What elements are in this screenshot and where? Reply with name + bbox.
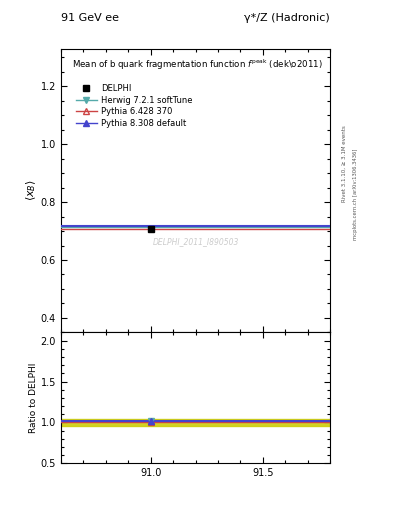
Y-axis label: $\langle x_B \rangle$: $\langle x_B \rangle$ (24, 180, 38, 202)
Bar (61, 419, 330, 425)
Text: Mean of b quark fragmentation function $\mathit{f}^{\mathrm{peak}}$ (dek\o2011): Mean of b quark fragmentation function $… (72, 57, 322, 72)
Text: 91 GeV ee: 91 GeV ee (61, 13, 119, 23)
Text: DELPHI_2011_I890503: DELPHI_2011_I890503 (152, 237, 239, 246)
Text: Rivet 3.1.10, ≥ 3.1M events: Rivet 3.1.10, ≥ 3.1M events (342, 125, 346, 202)
Y-axis label: Ratio to DELPHI: Ratio to DELPHI (29, 362, 38, 433)
Legend: DELPHI, Herwig 7.2.1 softTune, Pythia 6.428 370, Pythia 8.308 default: DELPHI, Herwig 7.2.1 softTune, Pythia 6.… (76, 84, 192, 127)
Text: mcplots.cern.ch [arXiv:1306.3436]: mcplots.cern.ch [arXiv:1306.3436] (353, 149, 358, 240)
Text: γ*/Z (Hadronic): γ*/Z (Hadronic) (244, 13, 330, 23)
